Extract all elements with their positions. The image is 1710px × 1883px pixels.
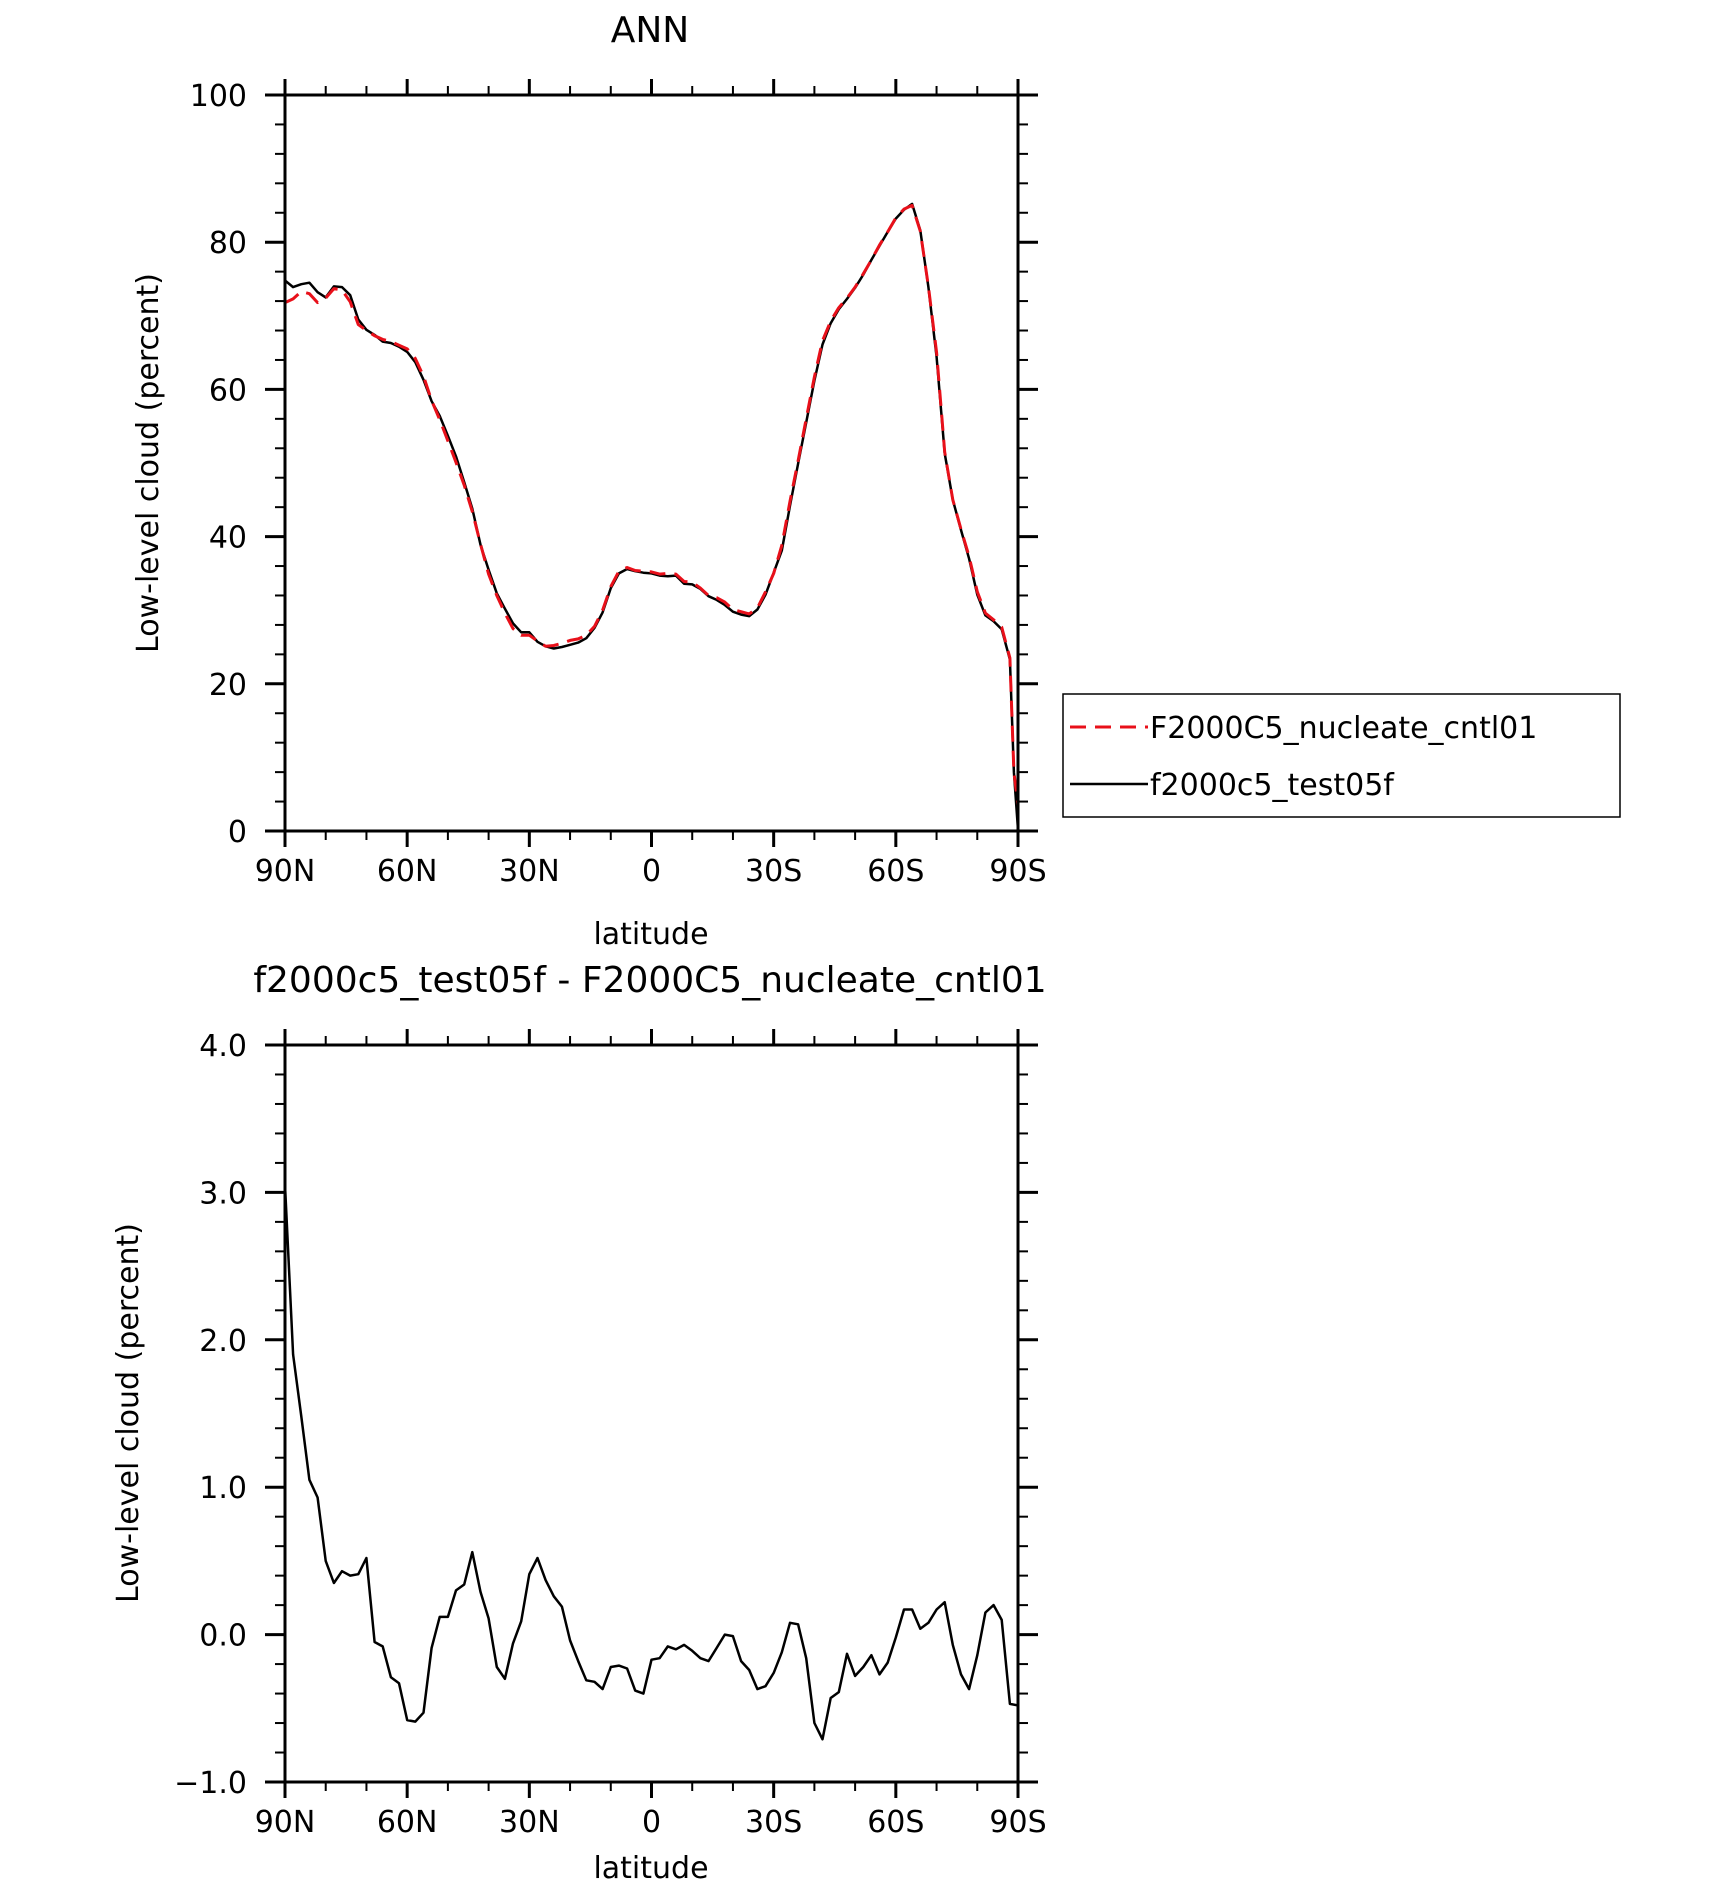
x-tick-label: 60S (867, 854, 924, 889)
y-tick-label: 3.0 (199, 1176, 247, 1211)
x-tick-label: 90S (989, 1805, 1046, 1840)
x-tick-label: 30S (745, 854, 802, 889)
y-tick-label: 4.0 (199, 1029, 247, 1064)
x-tick-label: 30N (499, 854, 560, 889)
x-tick-label: 0 (642, 854, 661, 889)
y-tick-label: −1.0 (174, 1766, 247, 1801)
y-tick-label: 40 (209, 521, 247, 556)
y-tick-label: 0.0 (199, 1619, 247, 1654)
y-axis-title-bottom: Low-level cloud (percent) (111, 1223, 146, 1603)
x-tick-label: 30N (499, 1805, 560, 1840)
x-tick-label: 30S (745, 1805, 802, 1840)
x-tick-label: 60S (867, 1805, 924, 1840)
x-tick-label: 90N (255, 854, 316, 889)
legend-label-test05f: f2000c5_test05f (1150, 768, 1395, 803)
plot-frame-bottom (283, 1043, 1020, 1784)
x-tick-label: 60N (377, 1805, 438, 1840)
x-tick-label: 0 (642, 1805, 661, 1840)
y-tick-label: 60 (209, 373, 247, 408)
series-line-f2000c5-test05f (284, 202, 1020, 830)
plot-frame-top (283, 93, 1020, 833)
series-line-difference (283, 1184, 1020, 1754)
x-tick-label: 90N (255, 1805, 316, 1840)
panel-top: ANN 90N 60N 30N 0 30S 60S 90S 0 20 40 60 80 100 lati… (131, 10, 1621, 952)
y-tick-label: 1.0 (199, 1471, 247, 1506)
y-tick-label: 100 (190, 79, 247, 114)
y-tick-label: 2.0 (199, 1324, 247, 1359)
x-axis-title-bottom: latitude (593, 1851, 708, 1883)
series-line-f2000c5-nucleate-cntl01 (284, 203, 1020, 806)
y-tick-label: 80 (209, 226, 247, 261)
legend-label-cntl01: F2000C5_nucleate_cntl01 (1150, 711, 1537, 746)
panel-bottom: f2000c5_test05f - F2000C5_nucleate_cntl0… (111, 960, 1047, 1883)
y-axis-title-top: Low-level cloud (percent) (131, 273, 166, 653)
y-tick-label: 20 (209, 668, 247, 703)
x-axis-title-top: latitude (593, 917, 708, 952)
panel-top-title: ANN (611, 10, 690, 51)
legend: F2000C5_nucleate_cntl01 f2000c5_test05f (1062, 693, 1621, 818)
legend-box (1062, 693, 1621, 818)
x-tick-label: 60N (377, 854, 438, 889)
x-tick-label: 90S (989, 854, 1046, 889)
panel-bottom-title: f2000c5_test05f - F2000C5_nucleate_cntl0… (253, 960, 1046, 1001)
y-tick-label: 0 (228, 815, 247, 850)
